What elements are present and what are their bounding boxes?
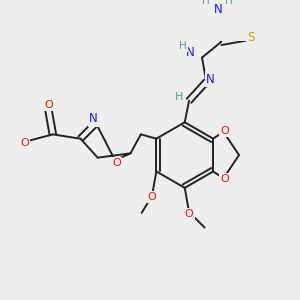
Text: O: O [112,158,121,168]
Text: O: O [185,209,194,219]
Text: H: H [179,40,187,50]
Text: O: O [44,100,53,110]
Text: N: N [206,73,215,85]
Text: N: N [214,3,223,16]
Text: O: O [20,138,29,148]
Text: O: O [148,192,156,202]
Text: O: O [220,174,229,184]
Text: N: N [89,112,98,125]
Text: H: H [225,0,232,6]
Text: O: O [220,126,229,136]
Text: N: N [185,46,194,59]
Text: H: H [175,92,183,102]
Text: H: H [202,0,210,6]
Text: S: S [248,31,255,44]
